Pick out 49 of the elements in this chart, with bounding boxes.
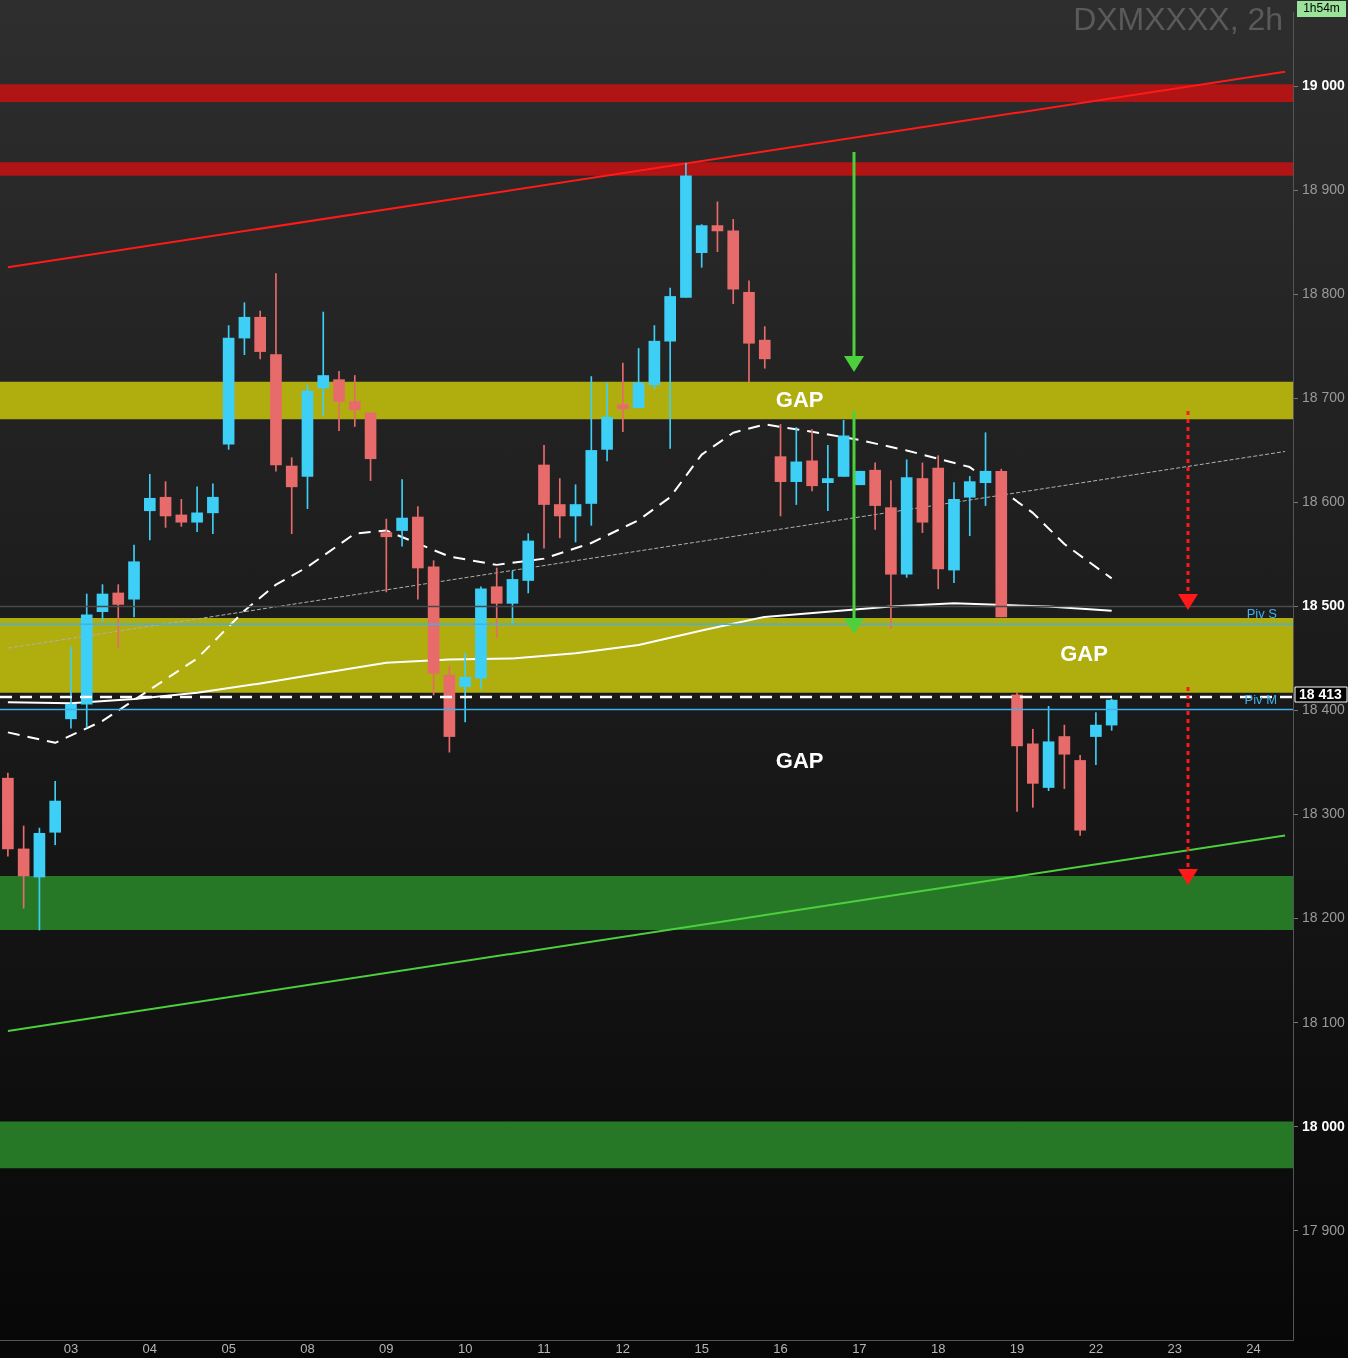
candlestick bbox=[317, 311, 330, 417]
ref-line-label: Piv S bbox=[1246, 606, 1278, 622]
candlestick bbox=[191, 486, 203, 532]
x-tick-label: 10 bbox=[457, 1341, 473, 1357]
y-tick-label: 18 100 bbox=[1302, 1013, 1346, 1030]
x-tick-label: 08 bbox=[300, 1341, 315, 1357]
y-tick-label: 18 800 bbox=[1302, 285, 1346, 302]
x-tick-label: 09 bbox=[379, 1341, 394, 1357]
candlestick bbox=[380, 518, 393, 593]
candlestick bbox=[65, 646, 77, 729]
candlestick bbox=[822, 444, 834, 512]
x-tick-label: 15 bbox=[694, 1341, 709, 1357]
candlestick bbox=[143, 474, 156, 541]
x-tick-label: 19 bbox=[1009, 1341, 1025, 1357]
ref-line-label: Piv M bbox=[1244, 691, 1277, 707]
candlestick bbox=[112, 584, 125, 649]
x-tick-label: 23 bbox=[1167, 1341, 1182, 1357]
band-label: GAP bbox=[775, 386, 824, 412]
y-tick-label: 18 400 bbox=[1302, 701, 1346, 718]
candlestick bbox=[617, 362, 629, 433]
x-tick-label: 12 bbox=[615, 1341, 631, 1357]
candlestick bbox=[790, 427, 803, 505]
y-tick-label: 18 000 bbox=[1302, 1117, 1346, 1134]
x-tick-label: 05 bbox=[221, 1341, 236, 1357]
x-tick-label: 17 bbox=[852, 1341, 867, 1357]
x-tick-label: 03 bbox=[63, 1341, 79, 1357]
candlestick bbox=[1090, 712, 1102, 765]
y-tick-label: 18 600 bbox=[1302, 493, 1346, 510]
y-tick-label: 17 900 bbox=[1302, 1221, 1346, 1238]
candlestick bbox=[348, 375, 361, 427]
y-tick-label: 18 200 bbox=[1302, 909, 1346, 926]
y-tick-label: 19 000 bbox=[1302, 77, 1346, 94]
x-tick-label: 18 bbox=[930, 1341, 946, 1357]
candlestick bbox=[553, 478, 566, 539]
x-tick-label: 04 bbox=[142, 1341, 158, 1357]
y-tick-label: 18 700 bbox=[1302, 389, 1346, 406]
x-tick-label: 11 bbox=[537, 1341, 551, 1357]
y-tick-label: 18 500 bbox=[1302, 597, 1346, 614]
y-tick-label: 18 300 bbox=[1302, 805, 1346, 822]
x-tick-label: 24 bbox=[1246, 1341, 1261, 1357]
x-tick-label: 16 bbox=[773, 1341, 788, 1357]
candlestick bbox=[459, 652, 471, 723]
band-label: GAP bbox=[1060, 641, 1108, 667]
x-tick-label: 22 bbox=[1088, 1341, 1104, 1357]
y-tick-label: 18 900 bbox=[1302, 181, 1346, 198]
ref-line-label: 18 413 bbox=[1299, 685, 1343, 702]
candlestick bbox=[396, 479, 408, 547]
text: 1h54m bbox=[1303, 1, 1340, 16]
annotation: GAP bbox=[775, 748, 824, 774]
